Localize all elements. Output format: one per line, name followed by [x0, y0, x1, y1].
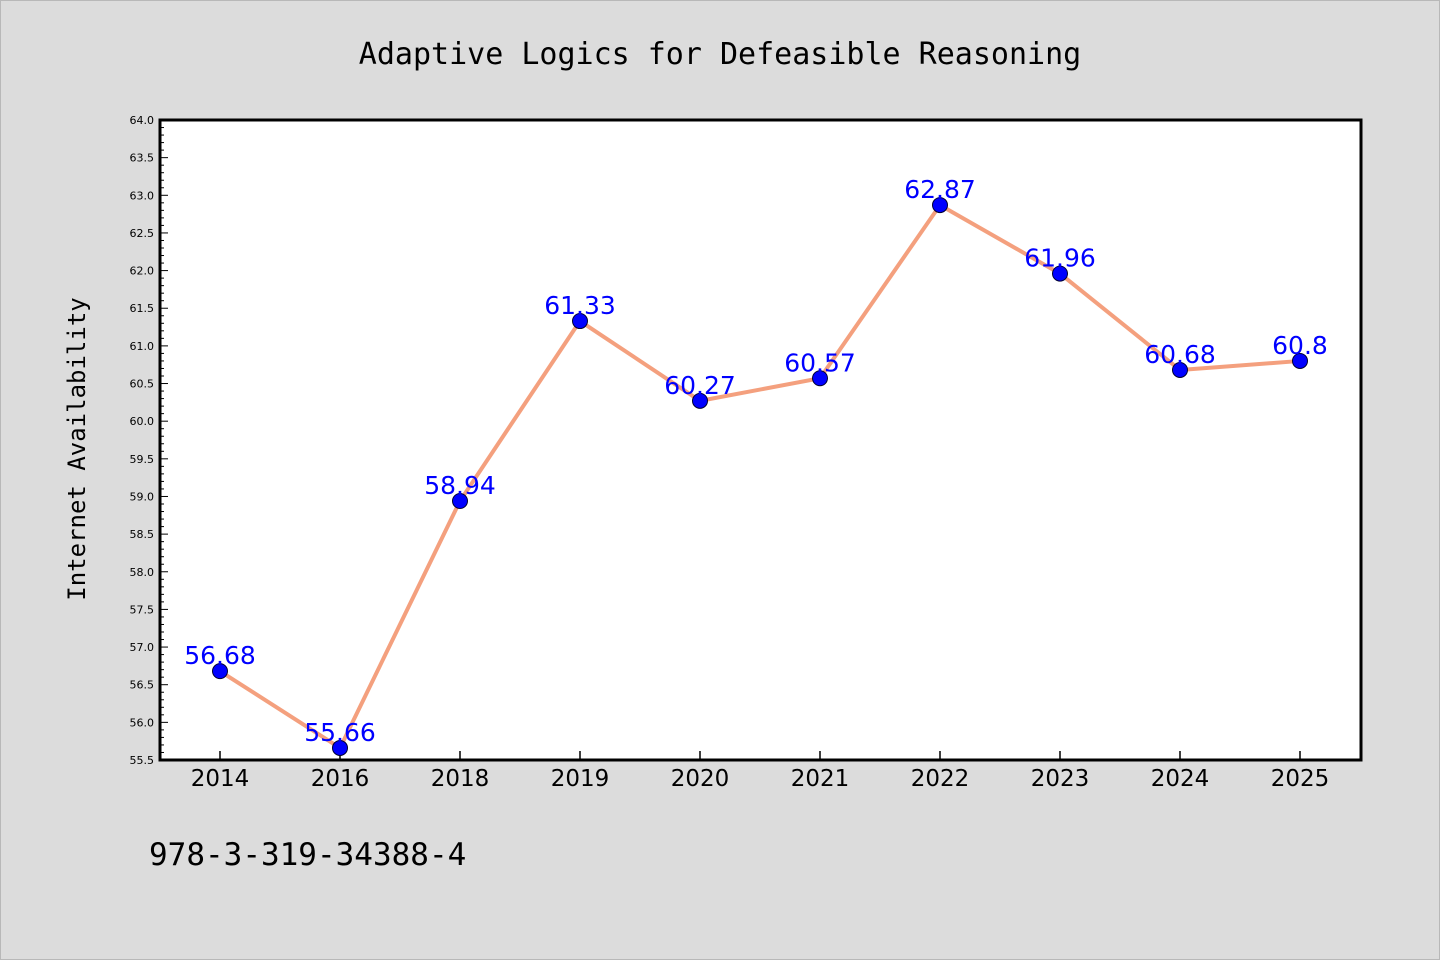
- data-label: 60.68: [1144, 340, 1216, 369]
- data-point: [332, 739, 348, 756]
- data-label: 58.94: [424, 471, 496, 500]
- y-tick-label: 61.0: [130, 340, 155, 353]
- y-tick-label: 60.5: [130, 378, 155, 391]
- data-point: [932, 197, 948, 214]
- y-axis-label: Internet Availability: [63, 297, 91, 600]
- y-axis: 55.5 56.0 56.5 57.0 57.5 58.0 58.5 59.0 59.5 60.0…: [130, 114, 168, 767]
- y-tick-label: 59.5: [130, 453, 155, 466]
- x-tick-label: 2014: [191, 766, 250, 792]
- data-label: 60.27: [664, 371, 736, 400]
- data-point: [1292, 352, 1308, 369]
- data-label: 62.87: [904, 175, 976, 204]
- y-tick-label: 62.5: [130, 227, 155, 240]
- x-tick-label: 2021: [791, 766, 850, 792]
- y-tick-label: 55.5: [130, 754, 155, 767]
- data-point: [1172, 361, 1188, 378]
- x-tick-label: 2025: [1271, 766, 1330, 792]
- isbn-footer: 978-3-319-34388-4: [149, 837, 466, 873]
- y-tick-label: 56.0: [130, 716, 155, 729]
- y-tick-label: 58.5: [130, 528, 155, 541]
- chart-title: Adaptive Logics for Defeasible Reasoning: [359, 37, 1081, 72]
- x-tick-label: 2018: [431, 766, 490, 792]
- data-label: 61.96: [1024, 244, 1096, 273]
- y-tick-label: 58.0: [130, 566, 155, 579]
- data-point: [212, 663, 228, 680]
- y-tick-label: 60.0: [130, 415, 155, 428]
- data-point: [812, 370, 828, 387]
- data-label: 61.33: [544, 291, 616, 320]
- data-point: [692, 392, 708, 409]
- plot-area: [158, 118, 1363, 762]
- data-point: [572, 313, 588, 330]
- x-tick-label: 2023: [1031, 766, 1090, 792]
- y-tick-label: 63.5: [130, 152, 155, 165]
- y-tick-label: 56.5: [130, 679, 155, 692]
- data-labels: 56.68 55.66 58.94 61.33 60.27 60.57 62.87 61.96…: [184, 175, 1328, 747]
- x-tick-label: 2022: [911, 766, 970, 792]
- y-tick-label: 57.5: [130, 603, 155, 616]
- y-tick-label: 64.0: [130, 114, 155, 127]
- data-point: [1052, 265, 1068, 282]
- data-label: 60.57: [784, 348, 856, 377]
- series-line: [218, 203, 1301, 750]
- x-tick-label: 2019: [551, 766, 610, 792]
- y-tick-label: 61.5: [130, 302, 155, 315]
- series-internet-availability: [212, 197, 1308, 756]
- y-tick-label: 62.0: [130, 265, 155, 278]
- x-axis: 2014 2016 2018 2019 2020 2021 2022 2023 2024 2025: [191, 751, 1330, 792]
- data-label: 60.8: [1272, 331, 1328, 360]
- y-tick-label: 63.0: [130, 189, 155, 202]
- data-label: 55.66: [304, 718, 376, 747]
- x-tick-label: 2024: [1151, 766, 1210, 792]
- data-label: 56.68: [184, 641, 256, 670]
- data-point: [452, 492, 468, 509]
- y-tick-label: 57.0: [130, 641, 155, 654]
- x-tick-label: 2016: [311, 766, 370, 792]
- x-tick-label: 2020: [671, 766, 730, 792]
- y-tick-label: 59.0: [130, 490, 155, 503]
